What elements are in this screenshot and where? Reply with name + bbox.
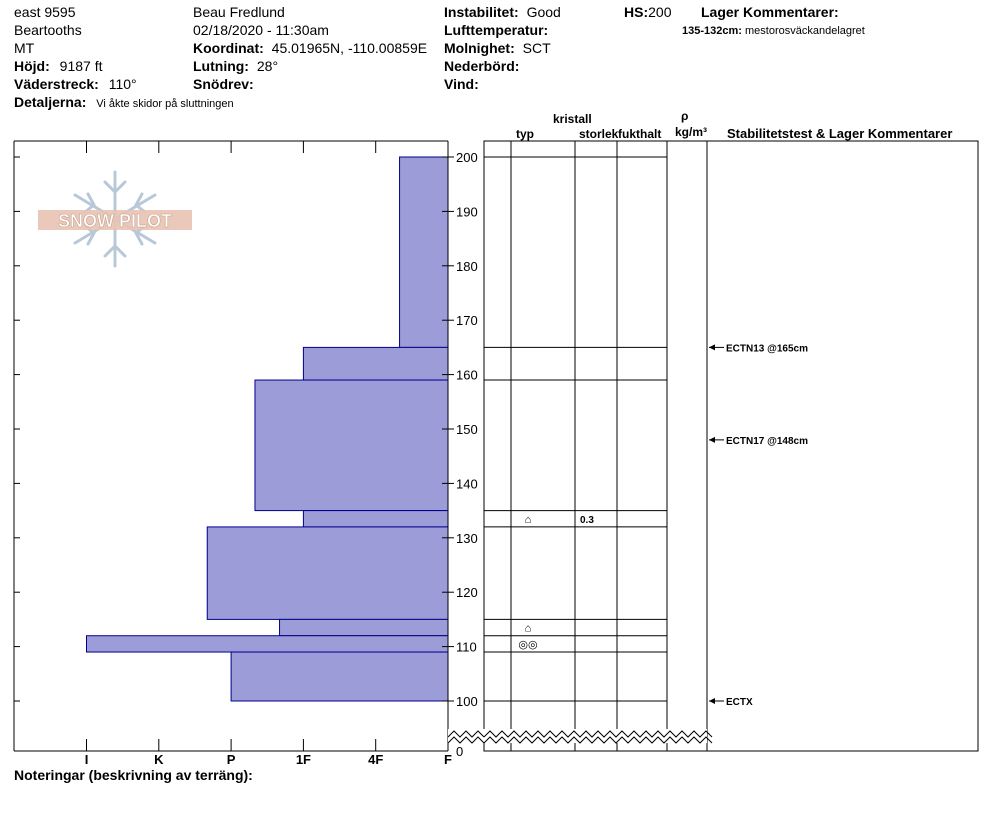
hs-label: HS: (624, 4, 649, 20)
depth-tick-label: 150 (456, 422, 478, 437)
stability-test-label: ECTN13 @165cm (726, 343, 808, 354)
break-zigzag-left (447, 730, 485, 738)
snow-pilot-logo: SNOW PILOT (38, 170, 192, 268)
hardness-tick-label: F (444, 752, 452, 767)
col-stability: Stabilitetstest & Lager Kommentarer (727, 126, 953, 141)
elevation-value: 9187 ft (59, 58, 103, 74)
depth-tick-label: 190 (456, 204, 478, 219)
grain-type-symbol: ⌂ (525, 514, 532, 526)
wind-loading-label: Snödrev: (193, 76, 254, 92)
col-rho: ρ (681, 109, 689, 123)
hardness-tick-label: P (227, 752, 236, 767)
coordinates-value: 45.01965N, -110.00859E (271, 40, 428, 56)
hardness-bar (302, 346, 449, 381)
wind-label: Vind: (444, 76, 479, 92)
col-type: typ (516, 127, 534, 141)
hardness-bar (399, 156, 449, 348)
hardness-bar (86, 635, 449, 653)
mountain-range: Beartooths (14, 22, 82, 38)
depth-tick-label: 120 (456, 585, 478, 600)
stability-test-arrowhead (709, 436, 715, 443)
stability-test-arrowhead (709, 698, 715, 704)
slope-label: Lutning: (193, 58, 249, 74)
slope-value: 28° (256, 58, 279, 74)
slope-row: Lutning: 28° (193, 58, 278, 74)
aspect-value: 110° (108, 76, 137, 92)
layer-comment-text: mestorosväckandelagret (745, 25, 865, 37)
layer-table-frame (483, 140, 979, 752)
chart-frame: I K P 1F 4F F 100 110 120 130 140 150 160 170 180 190 20… (13, 140, 979, 767)
coordinates-label: Koordinat: (193, 40, 264, 56)
hs-value: 200 (648, 4, 672, 20)
details-row: Detaljerna: Vi åkte skidor på sluttninge… (14, 94, 234, 112)
layer-comment-row: 135-132cm: mestorosväckandelagret (682, 23, 865, 39)
stability-test-label: ECTX (726, 697, 753, 708)
depth-tick-label: 130 (456, 531, 478, 546)
depth-tick-label: 110 (456, 640, 477, 655)
col-density-unit: kg/m³ (675, 125, 708, 139)
col-size: storlek (579, 127, 619, 141)
depth-tick-label: 140 (456, 476, 478, 491)
aspect-label: Väderstreck: (14, 76, 99, 92)
depth-tick-label: 160 (456, 368, 478, 383)
hardness-tick-label: I (85, 752, 89, 767)
col-moisture: fukthalt (618, 127, 662, 141)
instability-label: Instabilitet: (444, 4, 519, 20)
logo-text: SNOW PILOT (58, 211, 172, 231)
air-temp-label: Lufttemperatur: (444, 22, 549, 38)
elevation-row: Höjd: 9187 ft (14, 58, 102, 74)
terrain-notes-label: Noteringar (beskrivning av terräng): (14, 767, 253, 783)
sky-row: Molnighet: SCT (444, 40, 551, 56)
break-zigzag-right (483, 730, 713, 738)
details-label: Detaljerna: (14, 94, 87, 110)
precip-label: Nederbörd: (444, 58, 520, 74)
depth-tick-label: 200 (456, 150, 478, 165)
hardness-bar (206, 526, 449, 620)
hs-row: HS:200 (624, 4, 671, 20)
location-name: east 9595 (14, 4, 76, 20)
elevation-label: Höjd: (14, 58, 50, 74)
sky-label: Molnighet: (444, 40, 515, 56)
hardness-tick-label: K (154, 752, 164, 767)
depth-tick-label: 180 (456, 259, 478, 274)
grain-size-value: 0.3 (580, 515, 594, 526)
instability-value: Good (526, 4, 561, 20)
depth-tick-label: 100 (456, 694, 478, 709)
layer-comments-label: Lager Kommentarer: (701, 4, 839, 20)
hardness-bar (302, 510, 449, 528)
hardness-bar (254, 379, 449, 512)
hardness-tick-label: 4F (368, 752, 383, 767)
grain-type-symbol: ◎◎ (518, 639, 537, 651)
coordinates-row: Koordinat: 45.01965N, -110.00859E (193, 40, 427, 56)
depth-zero-label: 0 (456, 744, 463, 759)
hardness-profile (86, 156, 449, 702)
details-value: Vi åkte skidor på sluttningen (96, 98, 234, 110)
observer-name: Beau Fredlund (193, 4, 285, 20)
hardness-bar (279, 618, 449, 637)
aspect-row: Väderstreck: 110° (14, 76, 137, 92)
stability-tests: ECTN13 @165cm ECTN17 @148cm ECTX (709, 343, 808, 708)
depth-tick-label: 170 (456, 313, 478, 328)
stability-test-label: ECTN17 @148cm (726, 436, 808, 447)
stability-test-arrowhead (709, 344, 715, 351)
state: MT (14, 40, 35, 56)
layer-comment-range: 135-132cm: (682, 25, 742, 37)
break-zigzag-left (447, 736, 485, 744)
hardness-tick-label: 1F (296, 752, 311, 767)
break-zigzag-right (483, 736, 713, 744)
sky-value: SCT (522, 40, 551, 56)
grain-type-symbol: ⌂ (525, 623, 532, 635)
obs-datetime: 02/18/2020 - 11:30am (193, 22, 329, 38)
col-crystal: kristall (553, 112, 592, 126)
instability-row: Instabilitet: Good (444, 4, 561, 20)
grain-table: ⌂ 0.3 ⌂ ◎◎ (484, 156, 667, 702)
hardness-bar (230, 651, 449, 702)
